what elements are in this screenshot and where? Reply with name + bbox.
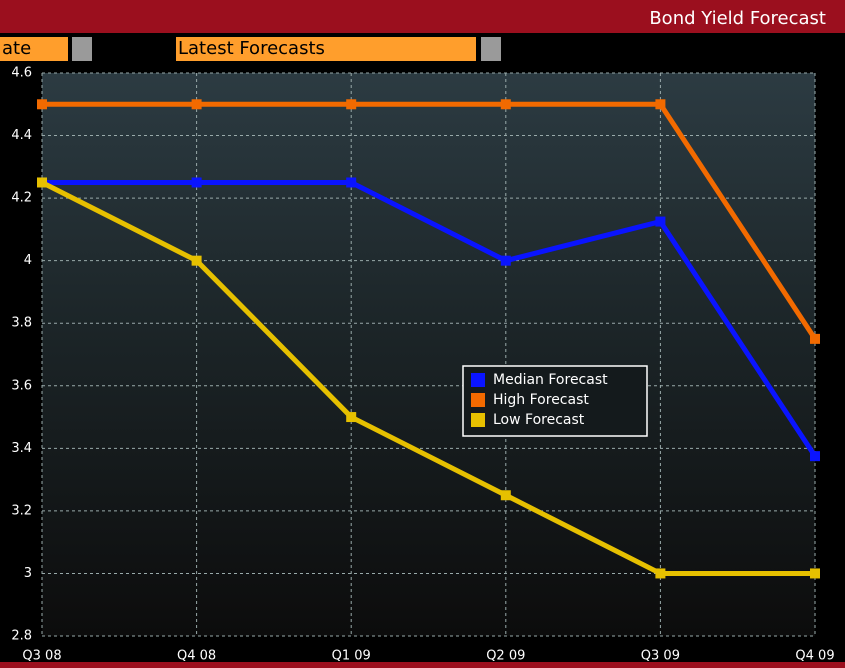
- y-tick-label: 4.2: [11, 191, 32, 206]
- y-tick-label: 3: [24, 566, 32, 581]
- point-marker: [191, 99, 202, 110]
- x-tick-label: Q1 09: [332, 649, 371, 664]
- point-marker: [191, 255, 202, 266]
- field[interactable]: [0, 37, 68, 61]
- dropdown-button[interactable]: [481, 37, 501, 61]
- field-text: ate: [2, 38, 31, 59]
- y-tick-label: 2.8: [11, 629, 32, 644]
- title-bar: [0, 0, 845, 33]
- dropdown-button[interactable]: [72, 37, 92, 61]
- point-marker: [810, 451, 820, 462]
- point-marker: [37, 177, 47, 188]
- y-tick-label: 4.4: [11, 128, 32, 143]
- legend-swatch: [471, 413, 485, 427]
- y-tick-label: 3.2: [11, 503, 32, 518]
- point-marker: [810, 568, 820, 579]
- point-marker: [37, 99, 47, 110]
- x-tick-label: Q4 08: [177, 649, 216, 664]
- y-tick-label: 3.6: [11, 378, 32, 393]
- legend-label: High Forecast: [493, 392, 589, 408]
- point-marker: [655, 568, 666, 579]
- legend-label: Low Forecast: [493, 412, 585, 428]
- series-line: [40, 180, 815, 576]
- x-tick-label: Q4 09: [795, 649, 834, 664]
- screen-title: Bond Yield Forecast: [649, 8, 826, 29]
- point-marker: [500, 255, 511, 266]
- series-line: [42, 101, 818, 341]
- legend-label: Median Forecast: [493, 372, 608, 388]
- point-marker: [191, 177, 202, 188]
- point-marker: [655, 99, 666, 110]
- y-tick-label: 3.8: [11, 316, 32, 331]
- bottom-bar: [0, 662, 845, 668]
- point-marker: [500, 99, 511, 110]
- legend-box: [462, 365, 648, 437]
- y-tick-label: 3.4: [11, 441, 32, 456]
- y-tick-label: 4: [24, 253, 32, 268]
- field[interactable]: [176, 37, 476, 61]
- point-marker: [346, 99, 357, 110]
- legend-swatch: [471, 393, 485, 407]
- point-marker: [346, 177, 357, 188]
- point-marker: [655, 216, 666, 227]
- field-text: Latest Forecasts: [178, 38, 325, 59]
- legend-swatch: [471, 373, 485, 387]
- point-marker: [810, 333, 820, 344]
- x-tick-label: Q3 09: [641, 649, 680, 664]
- x-tick-label: Q3 08: [22, 649, 61, 664]
- point-marker: [500, 490, 511, 501]
- point-marker: [346, 412, 357, 423]
- plot-area: [42, 73, 815, 636]
- y-tick-label: 4.6: [11, 66, 32, 81]
- x-tick-label: Q2 09: [486, 649, 525, 664]
- series-line: [42, 179, 818, 458]
